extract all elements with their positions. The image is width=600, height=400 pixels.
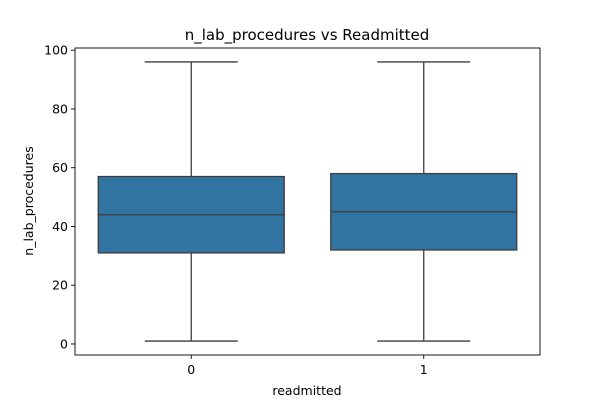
boxes-layer [97,61,518,342]
y-tick-label: 80 [52,101,68,116]
y-axis: 0 20 40 60 80 100 [44,43,75,351]
y-tick-label: 100 [44,43,68,58]
box-1 [330,61,518,342]
x-axis-label: readmitted [272,383,341,398]
plot-frame [74,47,541,356]
y-tick-label: 0 [60,336,68,351]
y-tick-label: 20 [52,278,68,293]
x-tick-label: 0 [187,362,195,377]
chart-title: n_lab_procedures vs Readmitted [185,26,430,45]
x-tick-label: 1 [420,362,428,377]
box-0 [97,61,285,342]
y-axis-label: n_lab_procedures [21,146,36,255]
y-tick-label: 40 [52,219,68,234]
y-tick-label: 60 [52,160,68,175]
